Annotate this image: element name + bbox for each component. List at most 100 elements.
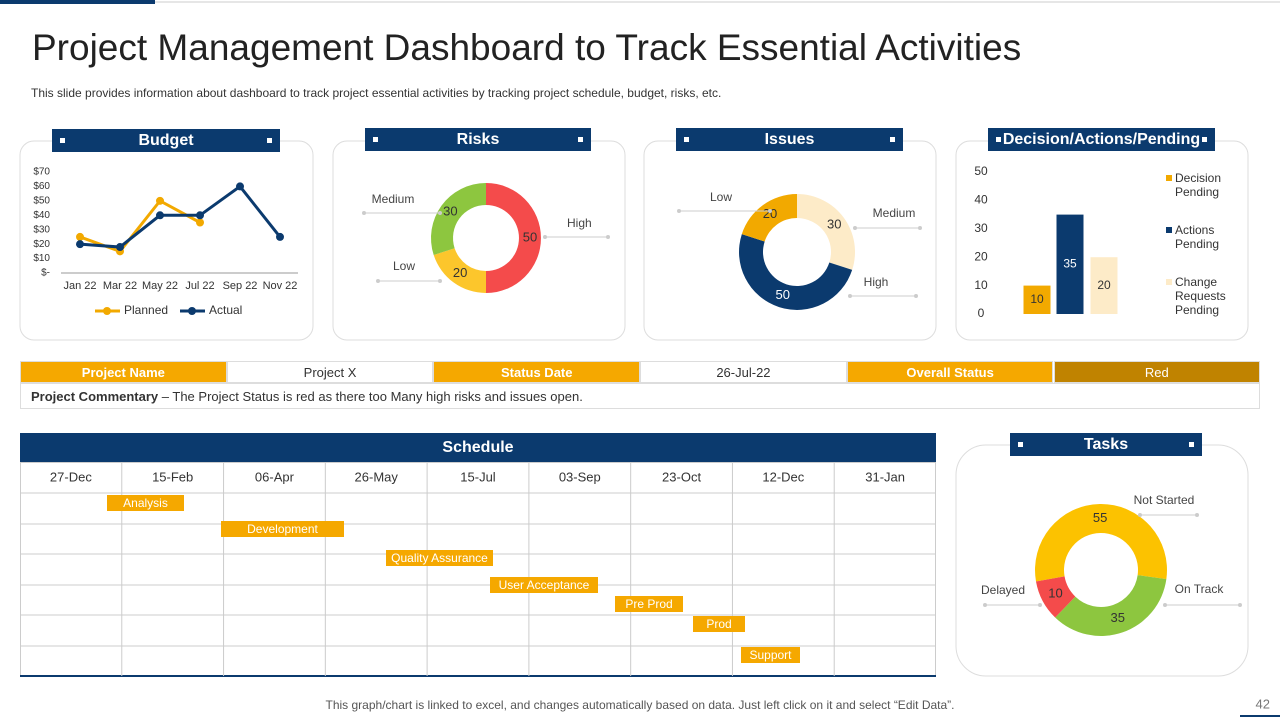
y-tick-label: $40: [33, 210, 50, 221]
panel: [643, 140, 937, 341]
top-accent: [0, 0, 155, 4]
bar: [1056, 214, 1084, 314]
leader-dot: [543, 235, 547, 239]
leader-dot: [438, 279, 442, 283]
leader-dot: [848, 294, 852, 298]
value-label: 10: [1048, 586, 1062, 601]
panel-title: Decision/Actions/Pending: [1003, 131, 1200, 148]
y-tick-label: $20: [33, 239, 50, 250]
header-dot: [890, 137, 895, 142]
task-bar: [693, 616, 745, 632]
task-bar: [221, 521, 344, 537]
slice: [741, 194, 797, 242]
leader-dot: [853, 226, 857, 230]
y-tick-label: 0: [978, 306, 985, 320]
point: [76, 232, 84, 241]
header-dot: [267, 138, 272, 143]
panel-title: Risks: [457, 131, 500, 148]
panel-title: Tasks: [1084, 436, 1128, 453]
x-tick-label: May 22: [142, 280, 178, 292]
point: [76, 240, 84, 249]
schedule-header: [20, 433, 936, 462]
point: [116, 243, 124, 252]
value-label: 20: [763, 206, 777, 221]
category-label: Medium: [372, 192, 415, 206]
value-label: 35: [1063, 256, 1077, 270]
header-dot: [1189, 442, 1194, 447]
leader-dot: [914, 294, 918, 298]
category-label: Medium: [873, 206, 916, 220]
point: [196, 211, 204, 220]
status-label: Status Date: [433, 361, 641, 383]
leader-dot: [1195, 513, 1199, 517]
page-number: 42: [1256, 696, 1270, 711]
panel-header: [676, 128, 903, 151]
status-label: Overall Status: [846, 361, 1054, 383]
value-label: 30: [443, 204, 457, 219]
legend-swatch: [1166, 175, 1172, 181]
legend-label: Actual: [209, 303, 242, 317]
legend-label: Decision Pending: [1175, 171, 1222, 199]
value-label: 35: [1111, 610, 1125, 625]
panel: [955, 444, 1249, 677]
bar: [1023, 285, 1051, 314]
header-dot: [1018, 442, 1023, 447]
date-label: 15-Jul: [460, 469, 496, 484]
panel-header: [988, 128, 1215, 151]
task-label: Pre Prod: [625, 597, 672, 611]
task-bar: [107, 495, 184, 511]
value-label: 20: [1097, 278, 1111, 292]
task-bar: [490, 577, 598, 593]
date-label: 26-May: [355, 469, 399, 484]
legend-label: Actions Pending: [1175, 223, 1220, 251]
task-label: User Acceptance: [499, 578, 590, 592]
header-dot: [578, 137, 583, 142]
subtitle: This slide provides information about da…: [31, 86, 721, 100]
value-label: 30: [827, 216, 841, 231]
date-label: 06-Apr: [255, 469, 295, 484]
task-bar: [741, 647, 800, 663]
bar: [1090, 257, 1118, 314]
point: [236, 182, 244, 191]
y-tick-label: 40: [974, 193, 988, 207]
y-tick-label: $60: [33, 181, 50, 192]
panel-header: [52, 129, 280, 152]
y-tick-label: 30: [974, 221, 988, 235]
title: Project Management Dashboard to Track Es…: [32, 27, 1021, 68]
x-tick-label: Jul 22: [185, 280, 214, 292]
slice: [1035, 503, 1167, 582]
point: [156, 211, 164, 220]
slice: [797, 194, 855, 270]
x-tick-label: Mar 22: [103, 280, 137, 292]
leader-dot: [376, 279, 380, 283]
task-bar: [615, 596, 683, 612]
value-label: 55: [1093, 510, 1107, 525]
header-dot: [1202, 137, 1207, 142]
legend-dot: [188, 307, 196, 315]
header-dot: [60, 138, 65, 143]
date-label: 27-Dec: [50, 469, 92, 484]
panel-header: [365, 128, 591, 151]
status-value: Project X: [226, 361, 434, 383]
header-dot: [373, 137, 378, 142]
panel-title: Issues: [765, 131, 815, 148]
task-label: Analysis: [123, 496, 168, 510]
task-label: Support: [749, 648, 792, 662]
category-label: High: [567, 216, 592, 230]
date-label: 12-Dec: [762, 469, 804, 484]
leader-dot: [918, 226, 922, 230]
legend-label: Planned: [124, 303, 168, 317]
status-label: Project Name: [20, 361, 227, 383]
date-label: 31-Jan: [865, 469, 905, 484]
x-tick-label: Jan 22: [63, 280, 96, 292]
value-label: 20: [453, 265, 467, 280]
slice: [739, 234, 853, 310]
task-label: Prod: [706, 617, 731, 631]
category-label: Low: [393, 259, 415, 273]
leader-dot: [768, 209, 772, 213]
date-label: 23-Oct: [662, 469, 701, 484]
y-tick-label: 10: [974, 278, 988, 292]
slice: [1036, 576, 1076, 618]
y-tick-label: $50: [33, 195, 50, 206]
